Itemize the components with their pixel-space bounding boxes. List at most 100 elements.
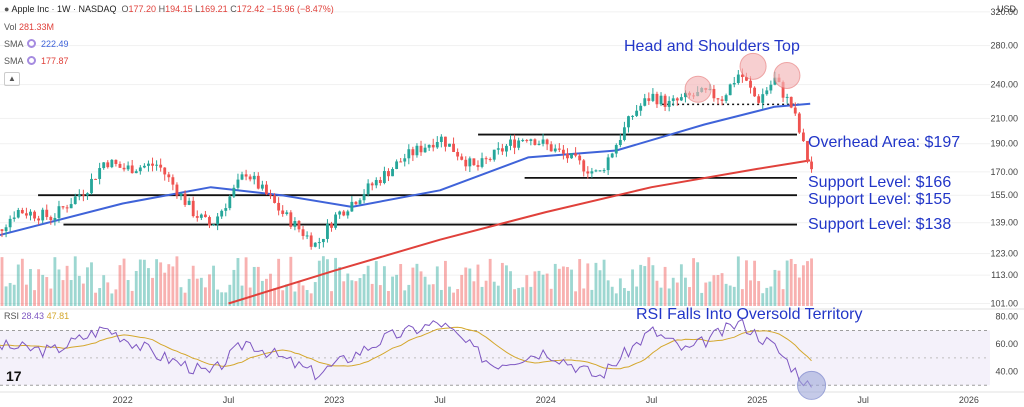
volume-bar [500,262,504,306]
volume-bar [407,284,411,306]
candle-body [171,177,175,185]
rsi-tick-label: 40.00 [995,367,1018,377]
volume-bar [236,258,240,306]
candle-body [326,223,329,239]
volume-legend[interactable]: Vol 281.33M [4,22,54,32]
volume-bar [20,258,24,306]
candle-body [781,82,785,98]
candle-body [561,149,565,154]
candle-body [618,139,622,146]
ohlc-low-label: L [195,4,201,14]
volume-bar [757,281,761,306]
volume-bar [793,264,797,306]
candle-body [419,145,423,153]
candle-body [533,139,537,145]
candle-body [476,165,480,167]
settings-icon[interactable] [26,39,36,48]
volume-bar [740,289,744,306]
price-tick-label: 155.00 [990,190,1018,200]
volume-bar [777,270,781,306]
volume-bar [151,277,154,306]
volume-bar [350,280,354,306]
volume-bar [16,264,20,306]
currency-selector[interactable]: USD [996,4,1016,14]
volume-bar [293,291,297,306]
volume-bar [53,257,57,306]
volume-bar [216,289,220,306]
price-tick-label: 170.00 [990,167,1018,177]
volume-bar [313,282,317,306]
price-tick-label: 139.00 [990,218,1018,228]
candle-body [65,207,69,209]
volume-bar [801,265,805,306]
candle-body [521,140,525,142]
volume-bar [679,264,683,306]
candle-body [627,116,630,128]
volume-bar [281,290,285,306]
volume-bar [86,267,89,306]
candle-body [553,148,557,152]
candle-body [155,164,159,166]
volume-bar [594,262,598,306]
x-tick-label: 2026 [959,395,979,405]
support-155-label: Support Level: $155 [808,191,952,208]
candle-body [187,200,191,205]
volume-bar [627,290,630,306]
candle-body [720,99,724,101]
rsi-legend[interactable]: RSI 28.43 47.81 [4,311,69,321]
volume-bar [561,266,565,306]
candle-body [81,194,85,196]
candle-body [801,132,805,142]
settings-icon[interactable] [26,56,36,65]
candle-body [366,183,370,195]
volume-bar [244,257,248,306]
volume-bar [191,265,195,306]
volume-bar [537,270,541,306]
volume-bar [366,265,370,306]
candle-body [159,164,163,168]
symbol-legend[interactable]: ● Apple Inc · 1W · NASDAQ O177.20 H194.1… [4,4,334,14]
candle-body [435,142,439,148]
volume-bar [545,273,549,306]
candle-body [598,170,602,172]
candle-body [179,193,183,196]
candle-body [570,153,573,159]
ohlc-open: 177.20 [128,4,157,14]
volume-bar [769,286,773,306]
volume-bar [330,291,333,306]
candle-body [537,143,541,145]
candle-body [114,159,118,164]
sma1-legend[interactable]: SMA 222.49 [4,39,69,49]
sma2-legend[interactable]: SMA 177.87 [4,56,69,66]
candle-body [126,165,130,170]
candle-body [138,167,142,172]
volume-bar [102,275,106,306]
candle-body [492,149,496,160]
candle-body [679,97,683,101]
volume-bar [761,293,765,306]
volume-bar [374,261,378,306]
candle-body [16,209,20,218]
volume-bar [606,280,610,306]
volume-bar [578,259,582,306]
volume-bar [496,285,500,306]
volume-bar [476,264,480,306]
candle-body [374,179,378,186]
candle-body [122,167,126,170]
volume-bar [671,277,675,306]
candle-body [37,218,41,221]
candle-body [4,227,8,232]
collapse-legend-button[interactable]: ▲ [4,72,20,86]
volume-bar [435,266,439,306]
candle-body [647,98,651,101]
candle-body [106,162,110,168]
candle-body [208,217,211,226]
candle-body [244,174,248,177]
candle-body [309,235,313,247]
volume-bar [126,280,130,306]
x-tick-label: Jul [223,395,235,405]
candle-body [334,214,338,228]
volume-bar [317,260,321,306]
volume-bar [114,289,118,306]
